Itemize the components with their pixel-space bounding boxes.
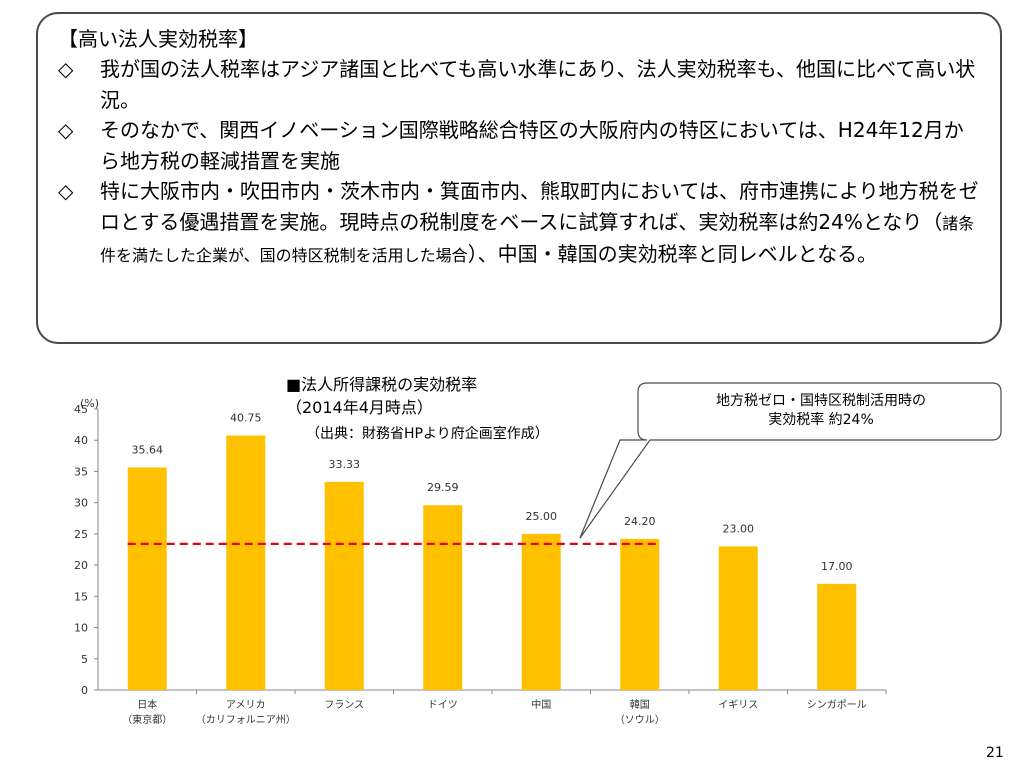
chart-source: （出典：財務省HPより府企画室作成） [306,426,549,442]
callout-line: 実効税率 約24% [768,412,874,428]
bar [718,546,758,690]
x-category-label: 韓国 [630,699,650,711]
x-category-sublabel: （ソウル） [615,714,665,726]
y-axis-unit-label: (%) [80,397,99,410]
callout-line: 地方税ゼロ・国特区税制活用時の [716,393,926,409]
bar [127,467,167,690]
bar [226,435,266,690]
bullet-item: ◇ 我が国の法人税率はアジア諸国と比べても高い水準にあり、法人実効税率も、他国に… [58,54,982,115]
y-tick-label: 20 [74,559,88,572]
x-category-sublabel: （東京都） [122,713,172,726]
y-tick-label: 0 [81,684,88,697]
y-tick-label: 40 [74,434,88,447]
bar-value-label: 29.59 [427,481,459,494]
diamond-bullet-icon: ◇ [58,179,74,203]
bar [423,505,463,690]
x-category-label: アメリカ [226,699,266,711]
bar [817,583,857,690]
bullet-text-part: ）、中国・韓国の実効税率と同レベルとなる。 [467,242,878,266]
x-category-label: 中国 [531,698,551,711]
x-category-label: イギリス [718,699,758,711]
bullet-text: 特に大阪市内・吹田市内・茨木市内・箕面市内、熊取町内においては、府市連携により地… [100,176,982,272]
bar [521,533,561,690]
chart-title: ■法人所得課税の実効税率 [286,375,478,394]
bar-value-label: 35.64 [132,443,164,456]
summary-title: 【高い法人実効税率】 [58,27,258,51]
bar-value-label: 17.00 [821,560,853,573]
page-number: 21 [986,745,1004,761]
bullet-item: ◇ そのなかで、関西イノベーション国際戦略総合特区の大阪府内の特区においては、H… [58,115,982,176]
bar [324,481,364,690]
diamond-bullet-icon: ◇ [58,57,74,81]
x-category-sublabel: （カリフォルニア州） [196,714,296,726]
y-tick-label: 30 [74,497,88,510]
bullet-text: そのなかで、関西イノベーション国際戦略総合特区の大阪府内の特区においては、H24… [100,118,964,173]
bullet-text-part: 特に大阪市内・吹田市内・茨木市内・箕面市内、熊取町内においては、府市連携により地… [100,179,979,234]
y-tick-label: 10 [74,622,88,635]
bar-value-label: 23.00 [723,522,755,535]
x-category-label: 日本 [137,698,157,711]
x-category-label: ドイツ [428,700,458,711]
bar-value-label: 33.33 [329,458,361,471]
y-tick-label: 25 [74,528,88,541]
x-category-label: シンガポール [807,699,867,711]
chart-subtitle: （2014年4月時点） [286,398,433,417]
bar-value-label: 25.00 [526,510,558,523]
bar [620,538,660,690]
bullet-condition-note: 諸条件を満たした企業が、国の特区税制を活用した場合 [100,213,975,266]
y-tick-label: 35 [74,465,88,478]
y-tick-label: 5 [81,653,88,666]
diamond-bullet-icon: ◇ [58,118,74,142]
bar-value-label: 24.20 [624,515,656,528]
y-tick-label: 45 [74,403,88,416]
bullet-text: 我が国の法人税率はアジア諸国と比べても高い水準にあり、法人実効税率も、他国に比べ… [100,57,976,112]
callout-text: 地方税ゼロ・国特区税制活用時の 実効税率 約24% [640,392,1002,430]
bar-value-label: 40.75 [230,412,262,425]
y-tick-label: 15 [74,590,88,603]
bullet-item: ◇ 特に大阪市内・吹田市内・茨木市内・箕面市内、熊取町内においては、府市連携によ… [58,176,982,272]
summary-box: 【高い法人実効税率】 ◇ 我が国の法人税率はアジア諸国と比べても高い水準にあり、… [36,12,1002,344]
x-category-label: フランス [324,699,364,711]
